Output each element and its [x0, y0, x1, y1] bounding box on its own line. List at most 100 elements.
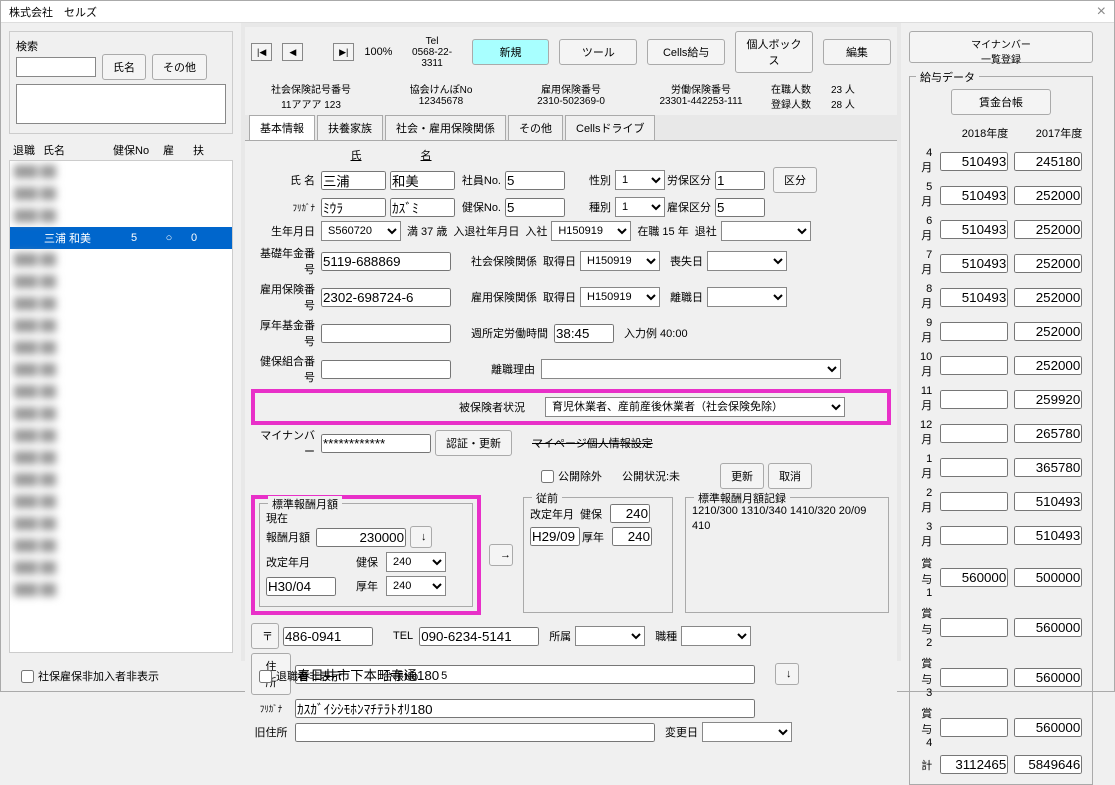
- pay-2018-input[interactable]: [940, 322, 1008, 341]
- total-2018[interactable]: [940, 755, 1008, 774]
- birth-select[interactable]: S560720: [321, 221, 401, 241]
- tab-other[interactable]: その他: [508, 115, 563, 140]
- pay-2017-input[interactable]: [1014, 254, 1082, 273]
- shubetsu-select[interactable]: 1: [615, 197, 665, 217]
- close-icon[interactable]: ×: [1097, 3, 1106, 21]
- yubin-input[interactable]: [283, 627, 373, 646]
- list-item[interactable]: ███ ██: [10, 381, 232, 403]
- konen-select[interactable]: 240: [386, 576, 446, 596]
- torikeshi-button[interactable]: 取消: [768, 463, 812, 489]
- pay-2018-input[interactable]: [940, 254, 1008, 273]
- pay-2017-input[interactable]: [1014, 668, 1082, 687]
- pay-2018-input[interactable]: [940, 718, 1008, 737]
- jusho-furi-input[interactable]: [295, 699, 755, 718]
- tab-fuyo[interactable]: 扶養家族: [317, 115, 383, 140]
- pay-2018-input[interactable]: [940, 526, 1008, 545]
- pay-2018-input[interactable]: [940, 492, 1008, 511]
- tab-cellsdrive[interactable]: Cellsドライブ: [565, 115, 655, 140]
- pay-2018-input[interactable]: [940, 390, 1008, 409]
- kosei-kikin-input[interactable]: [321, 324, 451, 343]
- juzen-kenpo-input[interactable]: [610, 504, 650, 523]
- jusho-down-button[interactable]: ↓: [775, 663, 799, 685]
- pay-2018-input[interactable]: [940, 220, 1008, 239]
- kyu-jusho-input[interactable]: [295, 723, 655, 742]
- henkoubi-select[interactable]: [702, 722, 792, 742]
- nyusha-select[interactable]: H150919: [551, 221, 631, 241]
- pay-2017-input[interactable]: [1014, 568, 1082, 587]
- shain-no-input[interactable]: [505, 171, 565, 190]
- pay-2018-input[interactable]: [940, 152, 1008, 171]
- pay-2017-input[interactable]: [1014, 390, 1082, 409]
- pay-2018-input[interactable]: [940, 458, 1008, 477]
- juzen-kaitei-input[interactable]: [530, 527, 580, 546]
- mynumber-input[interactable]: [321, 434, 431, 453]
- jusho-input[interactable]: [295, 665, 755, 684]
- kokai-jogai-checkbox[interactable]: [541, 470, 554, 483]
- new-button[interactable]: 新規: [472, 39, 550, 65]
- mynumber-list-button[interactable]: マイナンバー 一覧登録: [909, 31, 1093, 63]
- pay-2017-input[interactable]: [1014, 718, 1082, 737]
- list-item[interactable]: ███ ██: [10, 271, 232, 293]
- mei-input[interactable]: [390, 171, 455, 190]
- tab-basic[interactable]: 基本情報: [249, 115, 315, 140]
- wage-ledger-button[interactable]: 賃金台帳: [951, 89, 1051, 115]
- list-item[interactable]: ███ ██: [10, 293, 232, 315]
- total-2017[interactable]: [1014, 755, 1082, 774]
- list-item[interactable]: ███ ██: [10, 205, 232, 227]
- personal-box-button[interactable]: 個人ボックス: [735, 31, 813, 73]
- furi-mei-input[interactable]: [390, 198, 455, 217]
- list-item[interactable]: ███ ██: [10, 359, 232, 381]
- yubin-button[interactable]: 〒: [251, 623, 279, 649]
- pay-2017-input[interactable]: [1014, 458, 1082, 477]
- furi-shi-input[interactable]: [321, 198, 386, 217]
- list-item[interactable]: ███ ██: [10, 469, 232, 491]
- pay-2017-input[interactable]: [1014, 356, 1082, 375]
- shozoku-select[interactable]: [575, 626, 645, 646]
- nav-prev-button[interactable]: ◀: [282, 43, 303, 61]
- koshin-button[interactable]: 更新: [720, 463, 764, 489]
- retire-hide-checkbox[interactable]: [259, 670, 272, 683]
- list-item[interactable]: ███ ██: [10, 513, 232, 535]
- list-item[interactable]: ███ ██: [10, 183, 232, 205]
- list-item[interactable]: ███ ██: [10, 491, 232, 513]
- seibetsu-select[interactable]: 1: [615, 170, 665, 190]
- shi-input[interactable]: [321, 171, 386, 190]
- pay-2018-input[interactable]: [940, 186, 1008, 205]
- pay-2017-input[interactable]: [1014, 424, 1082, 443]
- tel-input[interactable]: [419, 627, 539, 646]
- list-item[interactable]: ███ ██: [10, 403, 232, 425]
- search-result-area[interactable]: [16, 84, 226, 124]
- rishoku-select[interactable]: [707, 287, 787, 307]
- list-item[interactable]: ███ ██: [10, 249, 232, 271]
- roho-kubun-input[interactable]: [715, 171, 765, 190]
- taisha-select[interactable]: [721, 221, 811, 241]
- tool-button[interactable]: ツール: [559, 39, 637, 65]
- pay-2017-input[interactable]: [1014, 152, 1082, 171]
- pay-2017-input[interactable]: [1014, 492, 1082, 511]
- tab-shaho[interactable]: 社会・雇用保険関係: [385, 115, 506, 140]
- hoshu-down-button[interactable]: ↓: [410, 526, 432, 548]
- list-item[interactable]: ███ ██: [10, 535, 232, 557]
- koho-kubun-input[interactable]: [715, 198, 765, 217]
- soshitsu-select[interactable]: [707, 251, 787, 271]
- pay-2017-input[interactable]: [1014, 526, 1082, 545]
- shu-shotei-input[interactable]: [554, 324, 614, 343]
- list-item[interactable]: ███ ██: [10, 161, 232, 183]
- pay-2018-input[interactable]: [940, 356, 1008, 375]
- kenpo-no-input[interactable]: [505, 198, 565, 217]
- shokushu-select[interactable]: [681, 626, 751, 646]
- arrow-right-button[interactable]: →: [489, 544, 513, 566]
- employee-list[interactable]: ███ ██ ███ ██ ███ ██ 三浦 和美 5 ○ 0 ███ ██ …: [9, 160, 233, 653]
- nav-first-button[interactable]: |◀: [251, 43, 272, 61]
- pay-2017-input[interactable]: [1014, 288, 1082, 307]
- nav-next-button[interactable]: ▶|: [333, 43, 354, 61]
- cells-kyuyo-button[interactable]: Cells給与: [647, 39, 725, 65]
- pay-2017-input[interactable]: [1014, 186, 1082, 205]
- kubun-button[interactable]: 区分: [773, 167, 817, 193]
- list-item[interactable]: ███ ██: [10, 579, 232, 601]
- list-item-selected[interactable]: 三浦 和美 5 ○ 0: [10, 227, 232, 249]
- list-item[interactable]: ███ ██: [10, 425, 232, 447]
- pay-2018-input[interactable]: [940, 288, 1008, 307]
- edit-button[interactable]: 編集: [823, 39, 891, 65]
- kenpo-kumiai-input[interactable]: [321, 360, 451, 379]
